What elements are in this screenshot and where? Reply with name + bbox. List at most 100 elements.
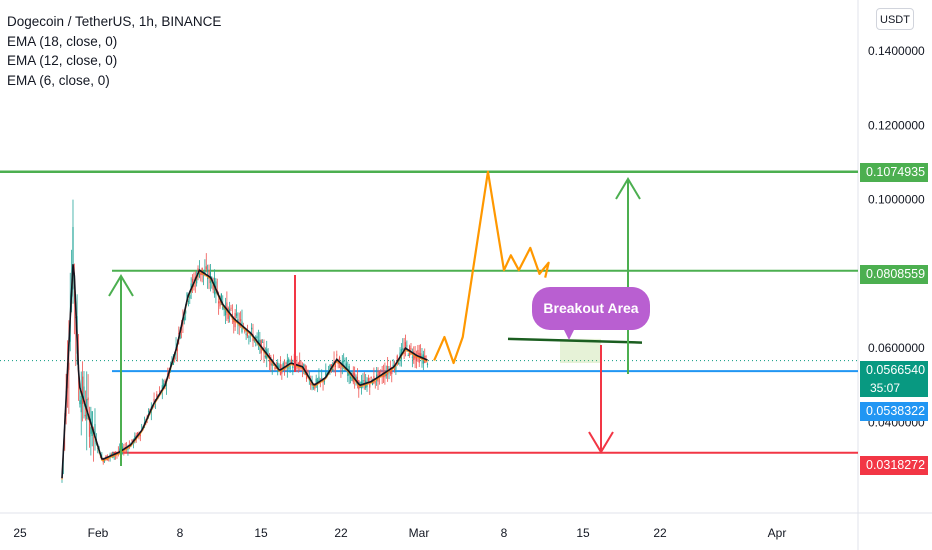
support-price-tag: 0.0538322: [860, 402, 928, 421]
candle-body: [282, 362, 284, 369]
candle-body: [425, 355, 427, 357]
candle-body: [321, 377, 323, 379]
candle-body: [197, 268, 199, 270]
candle-body: [351, 377, 353, 381]
candle-body: [226, 302, 228, 313]
candle-body: [415, 355, 418, 361]
candle-body: [315, 378, 317, 387]
candle-body: [83, 386, 85, 404]
ema-6-label: EMA (6, close, 0): [7, 72, 110, 88]
candle-body: [248, 336, 250, 338]
candle-body: [90, 427, 92, 434]
candle-body: [84, 415, 86, 417]
lower-target-price-tag: 0.0318272: [860, 456, 928, 475]
resistance-price-tag: 0.0808559: [860, 265, 928, 284]
candle-body: [72, 226, 74, 290]
candle-body: [91, 411, 93, 437]
candle-body: [68, 362, 70, 370]
candle-body: [367, 378, 370, 383]
candle-body: [183, 316, 185, 321]
candle-body: [402, 348, 404, 350]
candle-body: [312, 387, 315, 389]
candle-body: [329, 365, 331, 369]
candle-body: [289, 365, 291, 370]
ema-18-line: [61, 265, 428, 480]
target-down-arrow-head: [588, 431, 614, 454]
ema-6-line: [61, 264, 428, 479]
y-tick-label: 0.1000000: [868, 193, 925, 207]
x-tick-label: 25: [13, 526, 27, 540]
candle-body: [278, 365, 280, 368]
candle-body: [110, 454, 113, 455]
breakout-resistance-line[interactable]: [507, 337, 643, 344]
candle-body: [212, 284, 214, 290]
candle-body: [307, 370, 309, 373]
candle-body: [398, 363, 400, 365]
candle-body: [251, 327, 253, 330]
candle-body: [244, 329, 246, 332]
candle-body: [297, 362, 299, 365]
candle-body: [207, 277, 209, 280]
candle-body: [349, 376, 352, 379]
candle-body: [178, 332, 180, 335]
candle-body: [355, 376, 357, 381]
candle-body: [176, 348, 179, 351]
candle-body: [220, 293, 222, 305]
candle-body: [336, 354, 338, 356]
candle-body: [410, 348, 412, 350]
candle-body: [391, 368, 393, 375]
candle-body: [325, 372, 327, 377]
candle-body: [370, 376, 372, 379]
candle-body: [396, 355, 398, 365]
candle-body: [378, 370, 380, 377]
candle-body: [79, 400, 81, 405]
y-tick-label: 0.1200000: [868, 118, 925, 132]
upper-target-price-tag: 0.1074935: [860, 163, 928, 182]
candle-body: [245, 333, 247, 335]
candle-body: [121, 446, 124, 450]
candle-body: [318, 376, 320, 383]
y-tick-label: 0.0600000: [868, 341, 925, 355]
candle-body: [340, 365, 342, 370]
candle-body: [205, 266, 207, 270]
candle-body: [131, 439, 133, 443]
candle-body: [185, 310, 187, 314]
candle-body: [290, 358, 293, 363]
candle-body: [196, 276, 198, 284]
candle-body: [153, 398, 155, 402]
breakout-zone: [560, 338, 601, 364]
candle-body: [362, 379, 364, 386]
candle-body: [286, 360, 288, 369]
candle-body: [310, 382, 312, 386]
candle-body: [262, 341, 264, 343]
projection-path[interactable]: [433, 170, 550, 365]
candle-body: [292, 366, 294, 369]
candle-body: [420, 353, 422, 357]
currency-unit-button[interactable]: USDT: [876, 8, 914, 30]
candle-body: [281, 369, 283, 374]
candle-body: [271, 363, 273, 366]
candle-body: [218, 301, 220, 304]
bar-countdown: 35:07: [860, 380, 928, 397]
candle-body: [392, 364, 394, 367]
candle-body: [87, 397, 89, 401]
symbol-title: Dogecoin / TetherUS, 1h, BINANCE: [7, 14, 222, 29]
x-tick-label: Apr: [768, 526, 787, 540]
x-tick-label: 15: [576, 526, 590, 540]
candle-body: [303, 363, 305, 367]
candle-body: [229, 309, 231, 314]
breakout-area-callout[interactable]: Breakout Area: [532, 287, 650, 330]
candle-body: [374, 381, 376, 383]
current-price-tag: 0.0566540: [860, 361, 928, 380]
candle-body: [363, 380, 365, 382]
candle-body: [156, 393, 158, 398]
x-tick-label: Mar: [409, 526, 430, 540]
candle-body: [334, 362, 337, 367]
candle-body: [323, 380, 326, 382]
candle-body: [136, 432, 139, 436]
candle-body: [198, 271, 200, 278]
candle-body: [208, 269, 210, 278]
candle-body: [240, 319, 242, 321]
x-tick-label: Feb: [88, 526, 109, 540]
